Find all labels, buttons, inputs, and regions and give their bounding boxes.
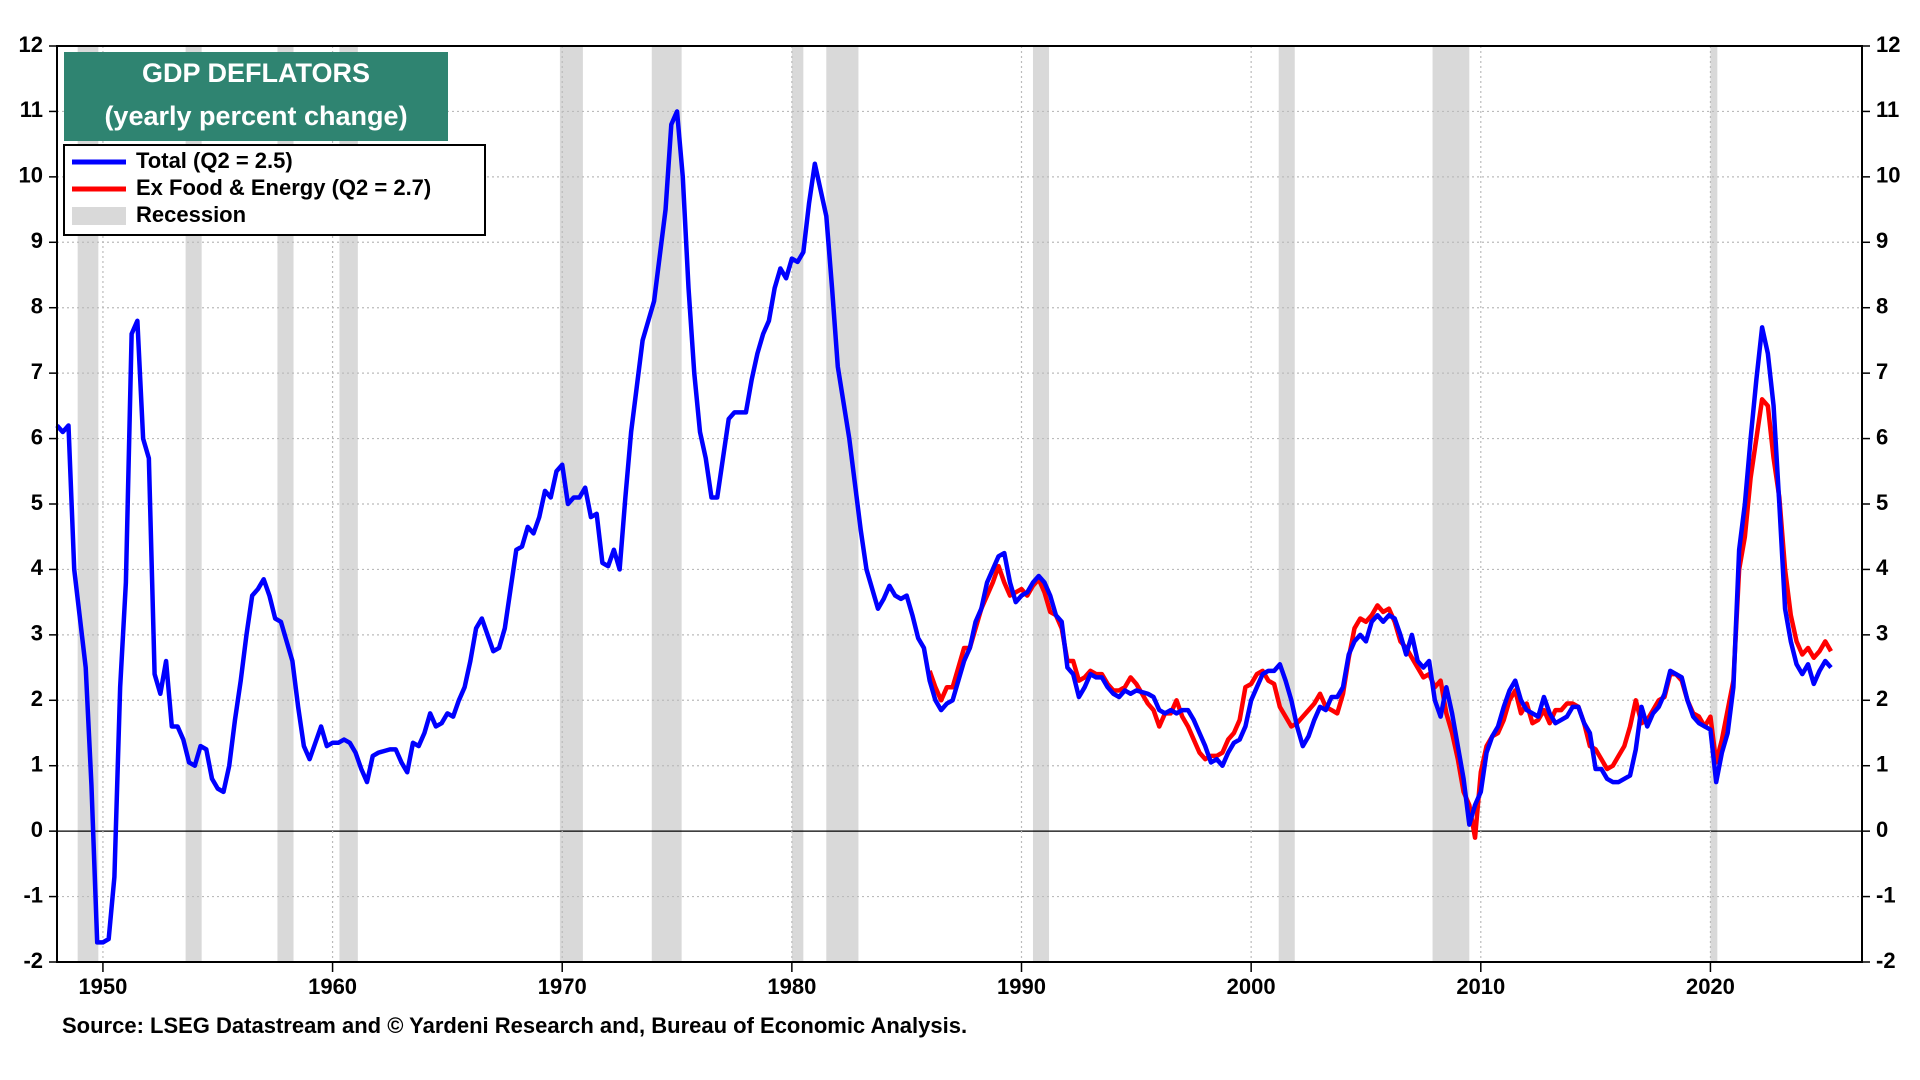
x-tick-label: 1980 <box>767 974 816 999</box>
x-tick-label: 1970 <box>538 974 587 999</box>
title-box <box>64 52 448 141</box>
y-tick-label: 4 <box>31 555 44 580</box>
y-tick-label: 12 <box>19 32 43 57</box>
x-tick-label: 2010 <box>1456 974 1505 999</box>
x-tick-label: 2000 <box>1227 974 1276 999</box>
y2-tick-label: 2 <box>1876 686 1888 711</box>
y-tick-label: 9 <box>31 228 43 253</box>
y-tick-label: 0 <box>31 817 43 842</box>
plot-frame <box>56 45 1863 963</box>
y-tick-label: 5 <box>31 490 43 515</box>
chart-title: GDP DEFLATORS <box>142 58 370 88</box>
legend-label: Ex Food & Energy (Q2 = 2.7) <box>136 175 431 200</box>
y2-tick-label: 9 <box>1876 228 1888 253</box>
plot <box>55 45 1862 963</box>
source-note: Source: LSEG Datastream and © Yardeni Re… <box>62 1013 967 1038</box>
recession-band <box>1278 46 1295 962</box>
y2-tick-label: 11 <box>1876 97 1899 122</box>
y-tick-label: 3 <box>31 621 43 646</box>
y2-tick-label: 10 <box>1876 163 1900 188</box>
legend-swatch <box>72 207 126 225</box>
legend-box <box>63 144 486 236</box>
y2-tick-label: 4 <box>1876 555 1889 580</box>
y2-tick-label: -1 <box>1876 882 1896 907</box>
y-tick-label: 2 <box>31 686 43 711</box>
x-tick-label: 1950 <box>78 974 127 999</box>
y-tick-label: 11 <box>20 97 43 122</box>
recession-band <box>1032 46 1050 962</box>
y2-tick-label: 8 <box>1876 294 1888 319</box>
y2-tick-label: 1 <box>1876 752 1888 777</box>
y2-tick-label: 6 <box>1876 424 1888 449</box>
x-tick-label: 1960 <box>308 974 357 999</box>
recession-band <box>559 46 583 962</box>
y2-tick-label: 3 <box>1876 621 1888 646</box>
y2-tick-label: 5 <box>1876 490 1888 515</box>
y-tick-label: 1 <box>31 752 43 777</box>
y-tick-label: 8 <box>31 294 43 319</box>
y-tick-label: 10 <box>19 163 43 188</box>
legend-label: Recession <box>136 202 246 227</box>
y2-tick-label: 7 <box>1876 359 1888 384</box>
y-tick-label: -2 <box>23 948 43 973</box>
chart-subtitle: (yearly percent change) <box>104 101 407 131</box>
x-tick-label: 2020 <box>1686 974 1735 999</box>
legend-label: Total (Q2 = 2.5) <box>136 148 293 173</box>
recession-band <box>277 46 294 962</box>
series-line <box>55 109 1833 945</box>
x-tick-label: 1990 <box>997 974 1046 999</box>
y2-tick-label: -2 <box>1876 948 1896 973</box>
y2-tick-label: 12 <box>1876 32 1900 57</box>
y-tick-label: -1 <box>23 882 43 907</box>
y-tick-label: 7 <box>31 359 43 384</box>
y2-tick-label: 0 <box>1876 817 1888 842</box>
y-tick-label: 6 <box>31 424 43 449</box>
